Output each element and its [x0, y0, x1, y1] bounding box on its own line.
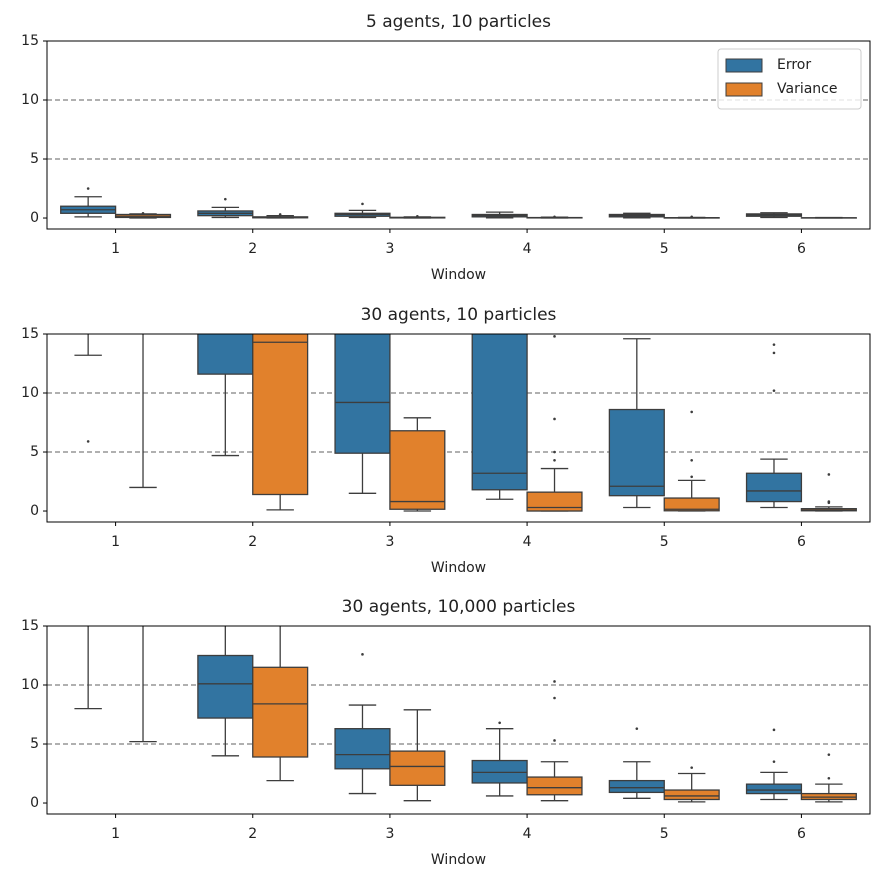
- box: [334, 728, 391, 770]
- flier: [416, 214, 419, 218]
- x-tick-label: 1: [111, 826, 120, 842]
- y-tick-label: 0: [30, 503, 39, 519]
- flier: [141, 212, 145, 215]
- y-tick-label: 0: [30, 210, 39, 226]
- x-tick-label: 3: [385, 826, 394, 842]
- box: [663, 789, 720, 801]
- y-tick-label: 10: [21, 677, 39, 693]
- chart-title: 30 agents, 10 particles: [361, 305, 557, 325]
- flier: [772, 760, 776, 764]
- y-tick-label: 15: [21, 326, 39, 342]
- x-tick-label: 2: [248, 534, 257, 550]
- flier: [772, 728, 776, 732]
- box: [334, 334, 391, 454]
- plot-area: [60, 187, 857, 219]
- y-tick-label: 15: [21, 33, 39, 49]
- flier: [224, 197, 227, 201]
- plot-frame: [46, 625, 871, 815]
- flier: [553, 458, 556, 462]
- legend-label: Error: [777, 57, 811, 73]
- box: [252, 666, 309, 758]
- flier: [772, 343, 776, 346]
- chart-title: 5 agents, 10 particles: [366, 12, 551, 32]
- flier: [553, 696, 556, 700]
- box: [526, 491, 583, 512]
- box: [526, 776, 583, 796]
- x-tick-label: 6: [797, 826, 806, 842]
- x-tick-label: 5: [660, 241, 669, 257]
- box: [608, 408, 665, 497]
- y-tick-label: 5: [30, 151, 39, 167]
- plot-frame: [46, 40, 871, 230]
- box: [471, 334, 528, 491]
- plot-area: [61, 95, 857, 803]
- y-tick-label: 5: [30, 444, 39, 460]
- flier: [553, 680, 556, 683]
- x-tick-label: 6: [797, 241, 806, 257]
- box: [389, 430, 446, 510]
- y-tick-label: 5: [30, 736, 39, 752]
- x-tick-label: 2: [248, 826, 257, 842]
- box: [745, 783, 803, 795]
- flier: [690, 766, 693, 769]
- box: [197, 334, 254, 375]
- plot-area: [74, 0, 857, 512]
- flier: [827, 473, 831, 476]
- x-tick-label: 5: [660, 826, 669, 842]
- box: [197, 654, 254, 719]
- flier: [86, 187, 90, 190]
- legend-swatch: [725, 82, 763, 97]
- flier: [361, 202, 364, 206]
- y-tick-label: 10: [21, 92, 39, 108]
- flier: [690, 410, 693, 414]
- chart-title: 30 agents, 10,000 particles: [342, 597, 576, 617]
- flier: [690, 475, 693, 479]
- flier: [635, 727, 639, 730]
- flier: [86, 440, 90, 443]
- box: [389, 750, 446, 786]
- legend-label: Variance: [777, 81, 837, 97]
- y-tick-label: 10: [21, 385, 39, 401]
- x-axis-label: Window: [431, 267, 486, 283]
- box: [116, 0, 171, 157]
- flier: [827, 753, 831, 756]
- x-tick-label: 6: [797, 534, 806, 550]
- y-tick-label: 0: [30, 795, 39, 811]
- x-tick-label: 3: [385, 241, 394, 257]
- flier: [690, 215, 693, 219]
- x-tick-label: 3: [385, 534, 394, 550]
- box: [663, 497, 720, 512]
- x-tick-label: 1: [111, 241, 120, 257]
- flier: [772, 351, 776, 355]
- x-tick-label: 4: [523, 534, 532, 550]
- flier: [498, 721, 501, 725]
- flier: [553, 417, 556, 421]
- flier: [553, 335, 556, 338]
- x-tick-label: 4: [523, 826, 532, 842]
- flier: [278, 213, 282, 216]
- box: [745, 472, 803, 503]
- x-tick-label: 5: [660, 534, 669, 550]
- legend-swatch: [725, 58, 763, 73]
- flier: [361, 653, 364, 656]
- x-tick-label: 1: [111, 534, 120, 550]
- flier: [690, 458, 693, 462]
- flier: [827, 776, 831, 780]
- flier: [553, 215, 556, 219]
- flier: [772, 389, 776, 392]
- plot-frame: [46, 333, 871, 523]
- x-tick-label: 4: [523, 241, 532, 257]
- x-axis-label: Window: [431, 852, 486, 868]
- flier: [553, 739, 556, 742]
- x-axis-label: Window: [431, 560, 486, 576]
- x-tick-label: 2: [248, 241, 257, 257]
- y-tick-label: 15: [21, 618, 39, 634]
- flier: [553, 450, 556, 454]
- flier: [827, 500, 831, 503]
- box: [252, 334, 309, 496]
- box: [61, 95, 116, 567]
- box: [608, 779, 665, 794]
